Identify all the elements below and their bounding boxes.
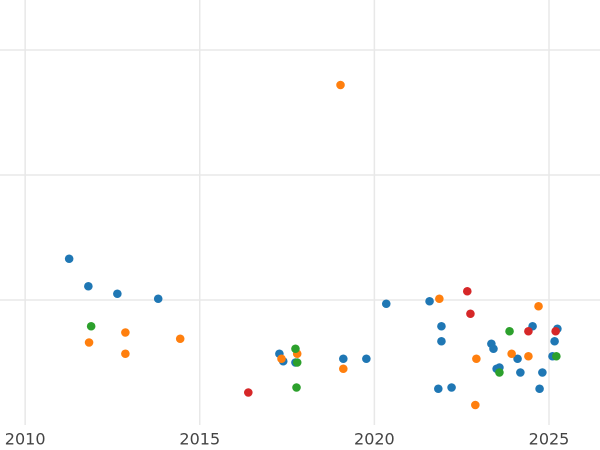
point (524, 351, 533, 361)
point (551, 326, 560, 336)
x-tick-label: 2015 (179, 430, 220, 449)
x-tick-label: 2025 (529, 430, 570, 449)
point (153, 294, 163, 304)
point (507, 349, 516, 359)
point (437, 321, 446, 331)
point (291, 344, 300, 354)
point (505, 326, 514, 336)
point (535, 384, 544, 394)
point (437, 336, 446, 346)
point (489, 344, 498, 354)
point (362, 354, 371, 364)
point (552, 351, 561, 361)
point (538, 368, 547, 377)
point (466, 309, 475, 319)
point (64, 254, 74, 264)
point (175, 334, 185, 344)
point (84, 281, 93, 291)
point (425, 296, 434, 306)
point (513, 354, 522, 364)
point (292, 383, 301, 392)
point (447, 383, 456, 392)
point (86, 321, 96, 331)
x-tick-label: 2010 (5, 430, 46, 449)
point (292, 358, 302, 367)
point (113, 289, 122, 299)
point (84, 338, 94, 347)
point (121, 328, 130, 337)
point (471, 400, 480, 410)
point (495, 368, 504, 377)
point (434, 384, 443, 394)
point (121, 349, 130, 359)
point (534, 301, 543, 311)
point (339, 354, 348, 364)
point (472, 354, 481, 364)
point (550, 336, 559, 346)
point (277, 354, 286, 364)
point (244, 388, 253, 397)
x-tick-label: 2020 (354, 430, 395, 449)
point (339, 364, 348, 374)
point (462, 286, 472, 296)
point (516, 368, 525, 377)
point (381, 299, 391, 309)
point (336, 80, 345, 90)
point (435, 294, 444, 304)
point (524, 326, 533, 336)
